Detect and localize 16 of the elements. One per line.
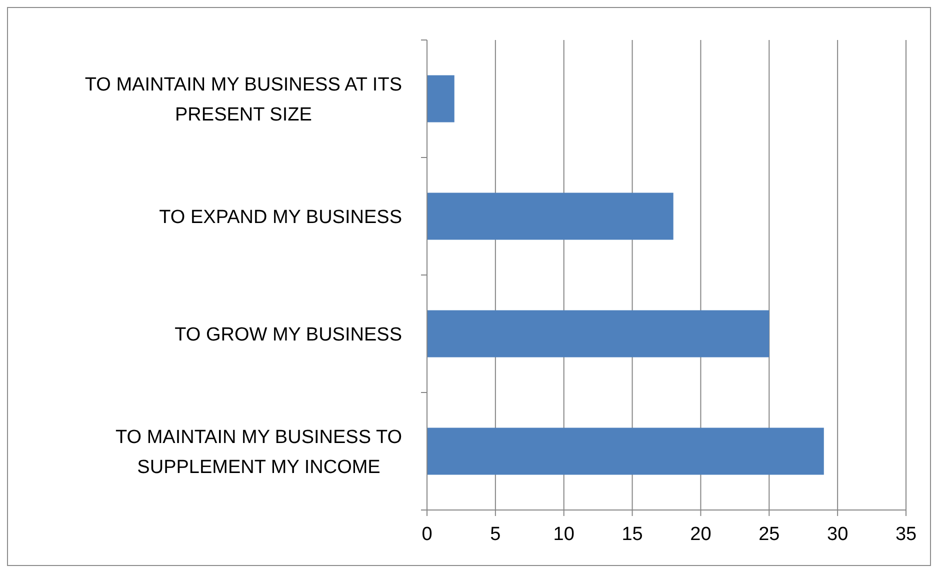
bar xyxy=(427,310,770,358)
x-tick-label: 35 xyxy=(895,524,917,545)
x-tick-label: 30 xyxy=(827,524,848,545)
y-tick-label: TO MAINTAIN MY BUSINESS TO SUPPLEMENT MY INCOME xyxy=(116,426,402,478)
x-tick-label: 0 xyxy=(422,524,432,545)
x-tick-label: 15 xyxy=(622,524,643,545)
x-tick-label: 25 xyxy=(758,524,780,545)
x-tick-label: 10 xyxy=(553,524,574,545)
y-tick-label: TO GROW MY BUSINESS xyxy=(174,324,402,346)
bar xyxy=(427,75,454,122)
x-tick-label: 5 xyxy=(490,524,501,545)
bar xyxy=(427,192,674,240)
y-tick-label: TO EXPAND MY BUSINESS xyxy=(159,206,402,228)
bar xyxy=(427,428,824,475)
y-tick-label: TO MAINTAIN MY BUSINESS AT ITS PRESENT SIZE xyxy=(84,74,402,126)
x-tick-label: 20 xyxy=(690,524,712,545)
